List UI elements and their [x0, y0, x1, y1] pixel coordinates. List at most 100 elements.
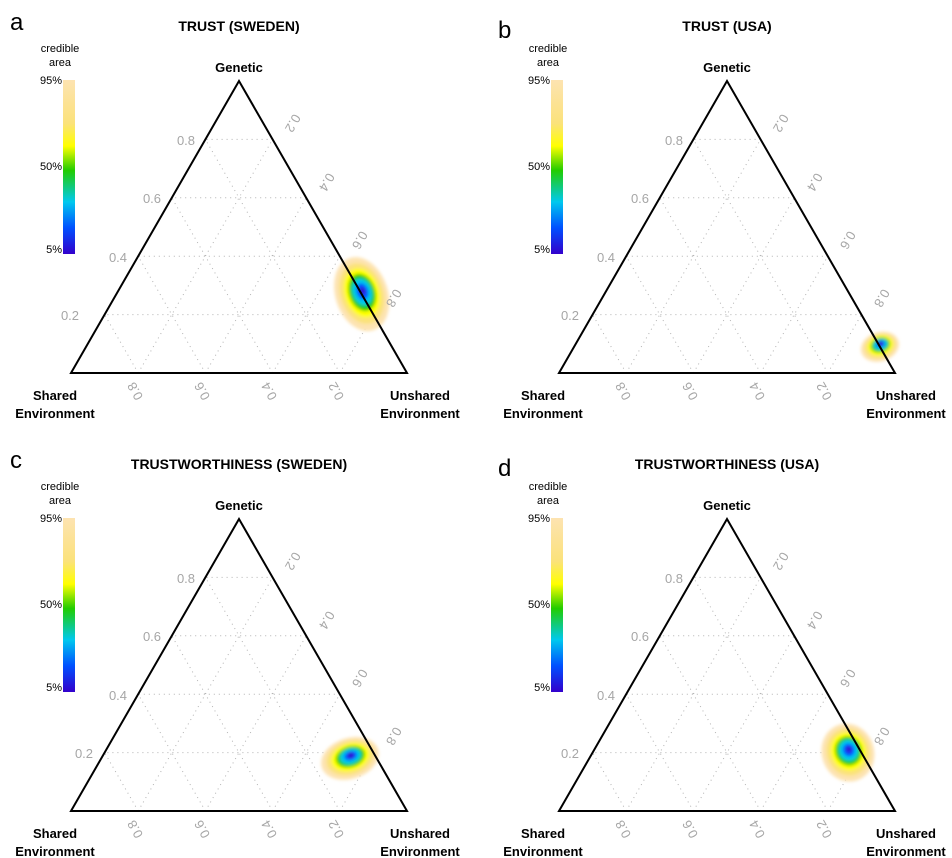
legend-tick-5: 5% [46, 244, 62, 256]
legend-title-line1: credible [41, 43, 80, 55]
grid-line-shared-0.4 [660, 198, 761, 373]
ticks-d: 0.2 0.4 0.6 0.8 0.2 0.4 0.6 0.8 0.2 0.4 … [561, 550, 893, 841]
panel-letter-d: d [498, 455, 511, 482]
legend-tick-50: 50% [528, 599, 550, 611]
genetic-tick-a-0.2: 0.2 [61, 308, 79, 323]
genetic-tick-a-0.6: 0.6 [143, 191, 161, 206]
genetic-tick-c-0.8: 0.8 [177, 571, 195, 586]
vertex-label-genetic-c: Genetic [215, 498, 263, 513]
legend-tick-5: 5% [534, 682, 550, 694]
shared-tick-a-0.6: 0.6 [191, 380, 213, 403]
vertex-label-shared-d-line2: Environment [503, 844, 583, 858]
legend-b: credible area 95% 50% 5% [528, 43, 567, 256]
shared-tick-c-0.2: 0.2 [325, 818, 347, 841]
unshared-tick-b-0.2: 0.2 [770, 112, 792, 135]
legend-tick-95: 95% [528, 75, 550, 87]
shared-tick-c-0.8: 0.8 [124, 818, 146, 841]
shared-tick-d-0.6: 0.6 [679, 818, 701, 841]
panel-title-a: TRUST (SWEDEN) [178, 18, 299, 34]
vertex-label-shared-d-line1: Shared [521, 826, 565, 841]
unshared-tick-a-0.6: 0.6 [349, 229, 371, 252]
genetic-tick-c-0.4: 0.4 [109, 688, 127, 703]
legend-d: credible area 95% 50% 5% [528, 481, 567, 694]
grid-line-shared-0.4 [172, 636, 273, 811]
legend-title-line2: area [49, 495, 72, 507]
genetic-tick-d-0.8: 0.8 [665, 571, 683, 586]
vertex-label-unshared-b-line1: Unshared [876, 388, 936, 403]
unshared-tick-b-0.6: 0.6 [837, 229, 859, 252]
ticks-c: 0.2 0.4 0.6 0.8 0.2 0.4 0.6 0.8 0.2 0.4 … [75, 550, 405, 841]
unshared-tick-d-0.2: 0.2 [770, 550, 792, 573]
vertex-label-unshared-a-line1: Unshared [390, 388, 450, 403]
grid-line-shared-0.8 [593, 753, 627, 811]
vertex-label-unshared-c-line2: Environment [380, 844, 460, 858]
genetic-tick-b-0.2: 0.2 [561, 308, 579, 323]
panel-c: c TRUSTWORTHINESS (SWEDEN) 0.2 0.4 0.6 0… [10, 447, 460, 858]
unshared-tick-c-0.2: 0.2 [282, 550, 304, 573]
genetic-tick-a-0.4: 0.4 [109, 250, 127, 265]
ticks-b: 0.2 0.4 0.6 0.8 0.2 0.4 0.6 0.8 0.2 0.4 … [561, 112, 893, 403]
unshared-tick-d-0.8: 0.8 [871, 725, 893, 748]
grid-line-shared-0.8 [105, 315, 139, 373]
unshared-tick-b-0.4: 0.4 [804, 171, 826, 194]
genetic-tick-a-0.8: 0.8 [177, 133, 195, 148]
shared-tick-b-0.8: 0.8 [612, 380, 634, 403]
legend-tick-95: 95% [40, 513, 62, 525]
vertex-label-genetic-a: Genetic [215, 60, 263, 75]
unshared-tick-b-0.8: 0.8 [871, 287, 893, 310]
legend-title-line2: area [49, 57, 72, 69]
vertex-label-shared-b-line2: Environment [503, 406, 583, 421]
legend-tick-5: 5% [46, 682, 62, 694]
panel-b: b TRUST (USA) 0.2 0.4 0.6 0.8 0.2 0.4 0.… [498, 17, 946, 421]
unshared-tick-c-0.8: 0.8 [383, 725, 405, 748]
legend-title-line1: credible [529, 43, 568, 55]
legend-title-line2: area [537, 495, 560, 507]
grid-line-unshared-0.4 [693, 636, 794, 811]
shared-tick-c-0.6: 0.6 [191, 818, 213, 841]
legend-tick-50: 50% [528, 161, 550, 173]
legend-tick-95: 95% [40, 75, 62, 87]
grid-line-unshared-0.4 [205, 198, 306, 373]
genetic-tick-d-0.2: 0.2 [561, 746, 579, 761]
shared-tick-a-0.2: 0.2 [325, 380, 347, 403]
legend-colorbar [551, 518, 563, 692]
unshared-tick-c-0.6: 0.6 [349, 667, 371, 690]
legend-tick-50: 50% [40, 161, 62, 173]
vertex-label-unshared-a-line2: Environment [380, 406, 460, 421]
vertex-label-genetic-b: Genetic [703, 60, 751, 75]
shared-tick-d-0.8: 0.8 [612, 818, 634, 841]
genetic-tick-d-0.4: 0.4 [597, 688, 615, 703]
legend-tick-50: 50% [40, 599, 62, 611]
genetic-tick-b-0.6: 0.6 [631, 191, 649, 206]
vertex-label-unshared-b-line2: Environment [866, 406, 946, 421]
vertex-label-shared-c-line2: Environment [15, 844, 95, 858]
genetic-tick-c-0.6: 0.6 [143, 629, 161, 644]
triangle-border-b [559, 81, 895, 373]
triangle-border-a [71, 81, 407, 373]
legend-c: credible area 95% 50% 5% [40, 481, 79, 694]
genetic-tick-c-0.2: 0.2 [75, 746, 93, 761]
shared-tick-b-0.4: 0.4 [746, 380, 768, 403]
legend-colorbar [551, 80, 563, 254]
unshared-tick-a-0.2: 0.2 [282, 112, 304, 135]
unshared-tick-a-0.4: 0.4 [316, 171, 338, 194]
panel-a: a TRUST (SWEDEN) 0.2 0.4 0.6 0.8 0.2 0.4… [10, 9, 460, 421]
vertex-label-unshared-d-line1: Unshared [876, 826, 936, 841]
vertex-label-shared-c-line1: Shared [33, 826, 77, 841]
legend-colorbar [63, 518, 75, 692]
panel-title-c: TRUSTWORTHINESS (SWEDEN) [131, 456, 347, 472]
panel-letter-c: c [10, 447, 22, 474]
unshared-tick-d-0.4: 0.4 [804, 609, 826, 632]
grid-line-shared-0.4 [172, 198, 273, 373]
unshared-tick-d-0.6: 0.6 [837, 667, 859, 690]
panel-letter-b: b [498, 17, 511, 44]
genetic-tick-b-0.4: 0.4 [597, 250, 615, 265]
vertex-label-genetic-d: Genetic [703, 498, 751, 513]
grid-line-unshared-0.8 [828, 315, 862, 373]
shared-tick-b-0.2: 0.2 [813, 380, 835, 403]
grid-line-shared-0.8 [593, 315, 627, 373]
ticks-a: 0.2 0.4 0.6 0.8 0.2 0.4 0.6 0.8 0.2 0.4 … [61, 112, 405, 403]
shared-tick-a-0.8: 0.8 [124, 380, 146, 403]
genetic-tick-d-0.6: 0.6 [631, 629, 649, 644]
grid-line-shared-0.4 [660, 636, 761, 811]
